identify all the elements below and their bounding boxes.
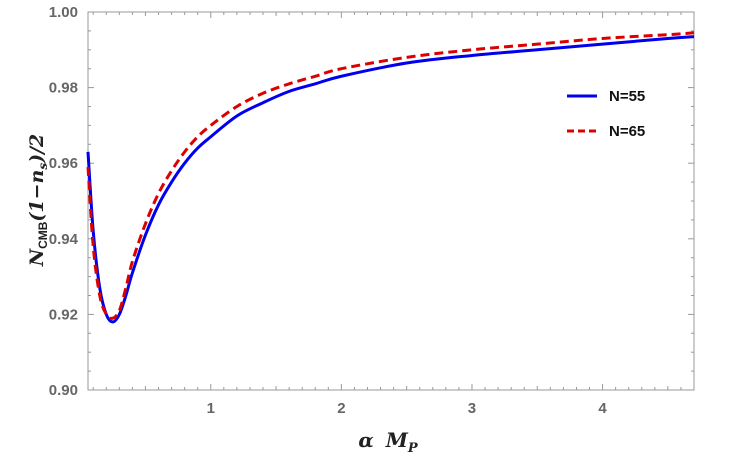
y-axis-title-sub2: s xyxy=(36,163,50,170)
x-tick-label: 2 xyxy=(337,400,345,417)
plot-frame xyxy=(87,11,695,391)
x-axis-title: α MP xyxy=(358,428,419,456)
plot-border xyxy=(87,11,695,391)
y-tick-label: 0.98 xyxy=(49,80,78,97)
y-axis-title: NCMB(1−ns)/2 xyxy=(26,134,50,268)
x-axis-title-sub: P xyxy=(407,441,419,456)
y-tick-label: 0.96 xyxy=(49,155,78,172)
y-tick-label: 1.00 xyxy=(49,4,78,21)
x-axis-title-main: M xyxy=(385,428,409,452)
x-axis: 1 2 3 4 xyxy=(92,12,695,417)
x-tick-label: 3 xyxy=(468,400,476,417)
series-line-n55 xyxy=(86,35,695,324)
y-tick-label: 0.90 xyxy=(49,382,78,399)
series-line-n65 xyxy=(86,31,695,320)
series-layer xyxy=(86,31,695,324)
x-tick-label: 4 xyxy=(598,400,607,417)
y-tick-label: 0.94 xyxy=(49,231,79,248)
x-axis-title-greek: α xyxy=(358,428,373,452)
legend-label-n55: N=55 xyxy=(609,88,645,105)
x-tick-label: 1 xyxy=(207,400,215,417)
y-tick-label: 0.92 xyxy=(49,306,78,323)
y-axis-title-tail: )/2 xyxy=(26,134,48,164)
y-axis-title-main: N xyxy=(26,248,48,267)
legend: N=55 N=65 xyxy=(567,88,645,140)
y-axis-title-mid: (1−n xyxy=(26,170,48,222)
y-axis-title-sub: CMB xyxy=(36,221,50,249)
legend-label-n65: N=65 xyxy=(609,123,645,140)
